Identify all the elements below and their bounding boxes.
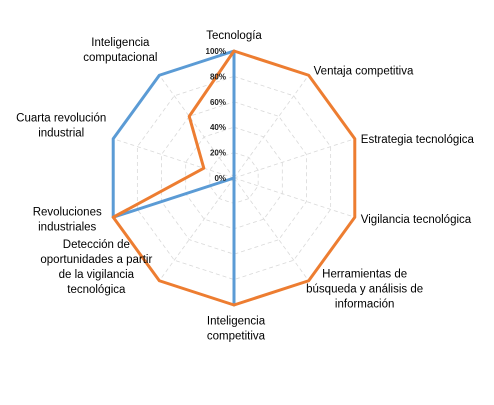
grid-spoke-9 [159,75,235,179]
tick-label: 100% [206,47,226,56]
grid-spoke-2 [233,138,355,179]
category-label: Estrategia tecnológica [361,134,475,146]
series-line-2 [111,49,357,307]
tick-label: 0% [214,174,226,183]
category-labels: Tecnología Ventaja competitiva Estrategia … [16,30,474,343]
category-label: Inteligencia competitiva [207,316,266,343]
category-label: Vigilancia tecnológica [361,214,472,226]
grid-spoke-3 [233,177,355,218]
category-label: Cuarta revolución industrial [16,112,106,139]
category-label: Detección de oportunidades a partir de la … [40,239,152,296]
category-label: Revoluciones industriales [33,207,102,234]
grid-spoke-4 [233,177,309,281]
tick-label: 20% [210,149,226,158]
category-label: Tecnología [206,30,262,42]
category-label: Herramientas de búsqueda y análisis de inf… [306,269,423,311]
radial-tick-labels: 0% 20% 40% 60% 80% 100% [206,47,226,183]
tick-label: 40% [210,123,226,132]
category-label: Ventaja competitiva [314,65,414,77]
grid-spoke-8 [113,138,235,179]
tick-label: 80% [210,72,226,81]
grid-ring-3 [161,101,307,255]
series-line-1 [111,49,236,307]
grid-spoke-6 [159,177,235,281]
tick-label: 60% [210,98,226,107]
grid-spoke-1 [233,75,309,179]
category-label: Inteligencia computacional [83,37,157,64]
radar-series [111,49,357,307]
